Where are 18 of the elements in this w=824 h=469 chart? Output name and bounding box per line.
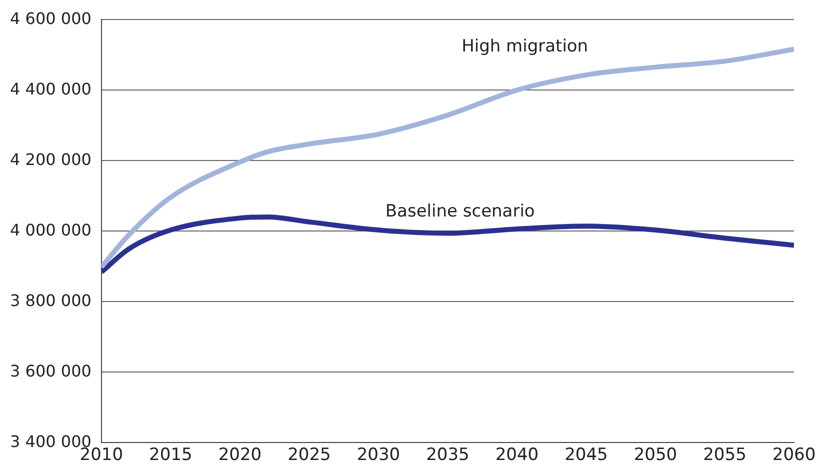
series-label: High migration (462, 36, 588, 56)
x-tick-label: 2055 (703, 445, 746, 466)
x-tick-label: 2060 (772, 445, 816, 466)
y-tick-label: 4 600 000 (10, 8, 92, 28)
x-tick-label: 2040 (495, 445, 539, 466)
y-tick-label: 4 400 000 (10, 79, 92, 98)
x-tick-label: 2025 (288, 445, 331, 466)
x-tick-label: 2020 (218, 445, 262, 466)
x-tick-label: 2050 (634, 445, 678, 466)
y-tick-label: 4 000 000 (10, 220, 92, 240)
x-tick-label: 2045 (564, 445, 608, 466)
x-tick-label: 2015 (149, 445, 192, 466)
series-label: Baseline scenario (385, 201, 535, 222)
y-tick-label: 4 200 000 (10, 150, 92, 169)
x-tick-label: 2030 (356, 445, 400, 466)
y-tick-label: 3 800 000 (10, 290, 92, 310)
y-tick-label: 3 600 000 (10, 361, 92, 380)
x-tick-label: 2035 (426, 445, 470, 466)
